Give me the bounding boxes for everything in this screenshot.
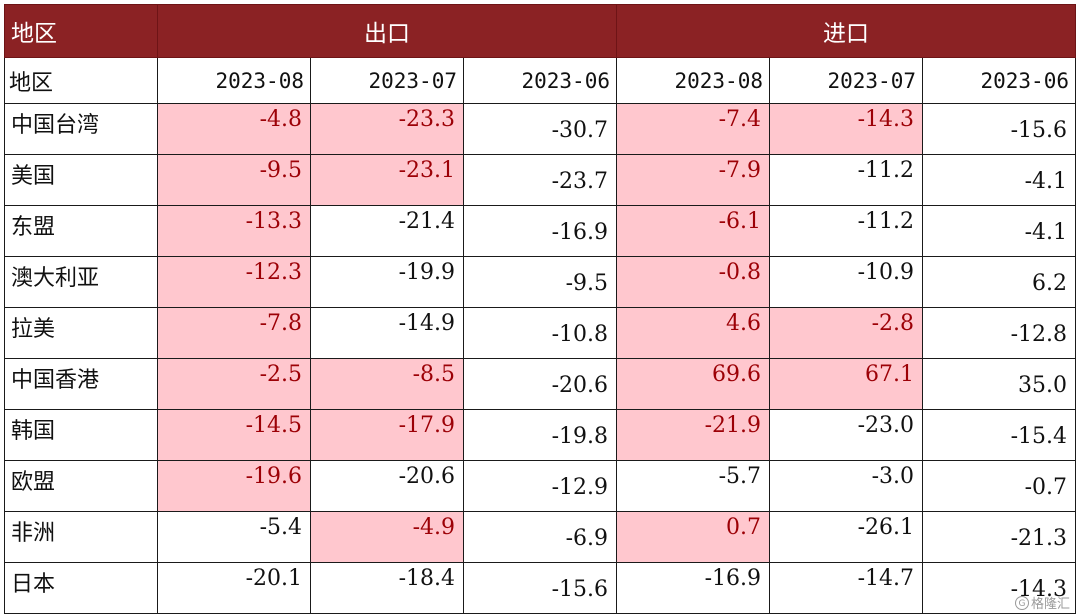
value-cell: -2.8 (769, 307, 923, 359)
value-cell: -18.4 (310, 562, 464, 614)
value-cell: -30.7 (463, 103, 617, 155)
watermark: G 格隆汇 (1014, 593, 1070, 612)
value-cell: -9.5 (463, 256, 617, 308)
value-cell: -26.1 (769, 511, 923, 563)
date-header: 2023-07 (769, 57, 923, 104)
value-cell: 67.1 (769, 358, 923, 410)
value-cell: -21.3 (922, 511, 1076, 563)
value-cell: -4.8 (157, 103, 311, 155)
watermark-text: 格隆汇 (1030, 597, 1070, 612)
table-row: 澳大利亚 -12.3 -19.9 -9.5 -0.8 -10.9 6.2 (4, 256, 1076, 308)
value-cell: -19.8 (463, 409, 617, 461)
value-cell: -2.5 (157, 358, 311, 410)
import-group-header: 进口 (616, 4, 1076, 58)
value-cell: -7.4 (616, 103, 770, 155)
region-cell: 中国台湾 (4, 103, 158, 155)
date-header-row: 地区 2023-08 2023-07 2023-06 2023-08 2023-… (4, 57, 1076, 104)
table-body: 中国台湾 -4.8 -23.3 -30.7 -7.4 -14.3 -15.6 美国 -9.5 -2… (4, 103, 1076, 614)
value-cell: -5.4 (157, 511, 311, 563)
region-cell: 中国香港 (4, 358, 158, 410)
table-row: 非洲 -5.4 -4.9 -6.9 0.7 -26.1 -21.3 (4, 511, 1076, 563)
value-cell: -23.7 (463, 154, 617, 206)
table-row: 拉美 -7.8 -14.9 -10.8 4.6 -2.8 -12.8 (4, 307, 1076, 359)
table-row: 中国台湾 -4.8 -23.3 -30.7 -7.4 -14.3 -15.6 (4, 103, 1076, 155)
value-cell: -10.9 (769, 256, 923, 308)
region-cell: 欧盟 (4, 460, 158, 512)
value-cell: 35.0 (922, 358, 1076, 410)
table-row: 中国香港 -2.5 -8.5 -20.6 69.6 67.1 35.0 (4, 358, 1076, 410)
date-header: 2023-07 (310, 57, 464, 104)
value-cell: -14.9 (310, 307, 464, 359)
value-cell: -14.7 (769, 562, 923, 614)
value-cell: -15.4 (922, 409, 1076, 461)
table-row: 日本 -20.1 -18.4 -15.6 -16.9 -14.7 -14.3 (4, 562, 1076, 614)
value-cell: -4.1 (922, 205, 1076, 257)
value-cell: -16.9 (463, 205, 617, 257)
value-cell: -21.4 (310, 205, 464, 257)
value-cell: -6.9 (463, 511, 617, 563)
date-header: 2023-08 (616, 57, 770, 104)
value-cell: 0.7 (616, 511, 770, 563)
value-cell: -10.8 (463, 307, 617, 359)
value-cell: -14.3 (769, 103, 923, 155)
value-cell: -20.6 (463, 358, 617, 410)
region-cell: 非洲 (4, 511, 158, 563)
value-cell: -15.6 (922, 103, 1076, 155)
region-cell: 韩国 (4, 409, 158, 461)
table-row: 韩国 -14.5 -17.9 -19.8 -21.9 -23.0 -15.4 (4, 409, 1076, 461)
value-cell: 4.6 (616, 307, 770, 359)
date-header: 2023-08 (157, 57, 311, 104)
value-cell: -12.9 (463, 460, 617, 512)
region-cell: 日本 (4, 562, 158, 614)
watermark-logo-icon: G (1014, 595, 1029, 610)
table-row: 美国 -9.5 -23.1 -23.7 -7.9 -11.2 -4.1 (4, 154, 1076, 206)
export-group-header: 出口 (157, 4, 617, 58)
value-cell: -12.8 (922, 307, 1076, 359)
value-cell: -3.0 (769, 460, 923, 512)
value-cell: -7.9 (616, 154, 770, 206)
value-cell: -20.1 (157, 562, 311, 614)
region-cell: 东盟 (4, 205, 158, 257)
table-row: 东盟 -13.3 -21.4 -16.9 -6.1 -11.2 -4.1 (4, 205, 1076, 257)
value-cell: -13.3 (157, 205, 311, 257)
date-header: 2023-06 (922, 57, 1076, 104)
value-cell: -14.5 (157, 409, 311, 461)
value-cell: -20.6 (310, 460, 464, 512)
value-cell: -21.9 (616, 409, 770, 461)
region-cell: 拉美 (4, 307, 158, 359)
value-cell: -19.9 (310, 256, 464, 308)
value-cell: -23.1 (310, 154, 464, 206)
value-cell: -6.1 (616, 205, 770, 257)
value-cell: -0.7 (922, 460, 1076, 512)
value-cell: -16.9 (616, 562, 770, 614)
value-cell: 69.6 (616, 358, 770, 410)
date-header: 2023-06 (463, 57, 617, 104)
table-row: 欧盟 -19.6 -20.6 -12.9 -5.7 -3.0 -0.7 (4, 460, 1076, 512)
value-cell: -4.9 (310, 511, 464, 563)
value-cell: 6.2 (922, 256, 1076, 308)
value-cell: -7.8 (157, 307, 311, 359)
value-cell: -11.2 (769, 154, 923, 206)
value-cell: -5.7 (616, 460, 770, 512)
value-cell: -19.6 (157, 460, 311, 512)
region-cell: 美国 (4, 154, 158, 206)
region-header: 地区 (4, 4, 158, 58)
value-cell: -23.0 (769, 409, 923, 461)
value-cell: -23.3 (310, 103, 464, 155)
value-cell: -15.6 (463, 562, 617, 614)
value-cell: -8.5 (310, 358, 464, 410)
value-cell: -17.9 (310, 409, 464, 461)
value-cell: -0.8 (616, 256, 770, 308)
value-cell: -12.3 (157, 256, 311, 308)
subheader-region-label: 地区 (4, 57, 158, 104)
data-table: 地区 出口 进口 地区 2023-08 2023-07 2023-06 2023… (4, 4, 1076, 614)
group-header-row: 地区 出口 进口 (4, 4, 1076, 58)
value-cell: -9.5 (157, 154, 311, 206)
value-cell: -11.2 (769, 205, 923, 257)
value-cell: -4.1 (922, 154, 1076, 206)
region-cell: 澳大利亚 (4, 256, 158, 308)
